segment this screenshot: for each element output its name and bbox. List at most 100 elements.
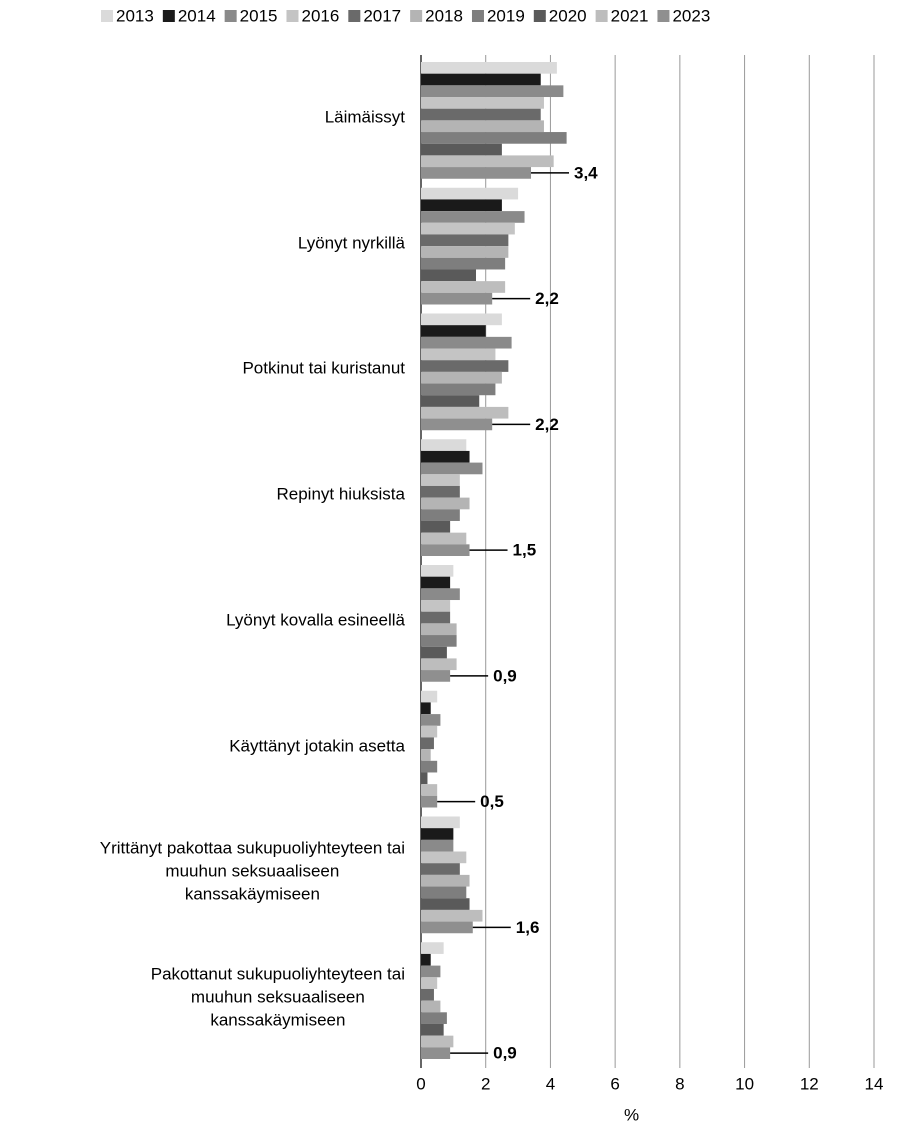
category-label: Läimäissyt: [325, 105, 405, 128]
data-label: 0,9: [493, 666, 517, 685]
category-text: Yrittänyt pakottaa sukupuoliyhteyteen ta…: [99, 838, 405, 904]
bar: [421, 85, 564, 98]
legend-swatch: [595, 10, 608, 22]
bar: [421, 360, 509, 372]
legend-label: 2023: [672, 6, 710, 25]
bar: [421, 795, 438, 808]
bar: [421, 532, 467, 545]
bar: [421, 73, 541, 86]
category-label: Lyönyt kovalla esineellä: [226, 608, 405, 631]
bar: [421, 988, 434, 1001]
bar: [421, 325, 486, 337]
category-label: Lyönyt nyrkillä: [298, 231, 405, 254]
legend-swatch: [101, 10, 113, 22]
legend-swatch: [286, 10, 299, 22]
bar: [421, 714, 441, 726]
bar: [421, 828, 454, 840]
data-label: 0,5: [480, 792, 504, 811]
bar: [421, 623, 457, 636]
x-tick-label: 6: [610, 1074, 619, 1093]
bar: [421, 921, 473, 934]
bar: [421, 167, 532, 179]
bar: [421, 462, 483, 475]
bar: [421, 383, 496, 396]
bar: [421, 1000, 441, 1013]
bar: [421, 749, 431, 761]
category-text: Potkinut tai kuristanut: [242, 358, 405, 378]
x-axis-label: %: [624, 1105, 639, 1124]
bar: [421, 439, 467, 451]
bar: [421, 257, 506, 270]
category-text: Lyönyt kovalla esineellä: [226, 610, 405, 630]
bar: [421, 132, 567, 144]
bar: [421, 690, 438, 703]
legend-label: 2021: [611, 6, 649, 25]
bar: [421, 851, 467, 864]
bar: [421, 281, 506, 293]
bar: [421, 839, 454, 852]
bar: [421, 485, 460, 498]
bar: [421, 816, 460, 829]
bar: [421, 450, 470, 463]
bar: [421, 658, 457, 671]
bar: [421, 371, 502, 384]
bar: [421, 544, 470, 556]
bar: [421, 942, 444, 954]
bar: [421, 1047, 451, 1059]
data-label: 1,5: [513, 541, 537, 560]
bar: [421, 863, 460, 875]
category-text: Käyttänyt jotakin asetta: [229, 736, 405, 756]
legend-swatch: [162, 10, 175, 22]
legend-swatch: [533, 10, 546, 22]
legend-swatch: [224, 10, 237, 22]
bar: [421, 418, 493, 431]
bar: [421, 292, 493, 305]
bar: [421, 611, 451, 624]
bar: [421, 1035, 454, 1048]
bar: [421, 520, 451, 533]
bar: [421, 108, 541, 121]
bar: [421, 155, 554, 168]
legend-label: 2016: [301, 6, 339, 25]
bar: [421, 406, 509, 419]
bar: [421, 509, 460, 521]
bar: [421, 874, 470, 887]
bar: [421, 965, 441, 978]
bar: [421, 588, 460, 601]
bar: [421, 565, 454, 577]
bar: [421, 760, 438, 773]
x-tick-label: 14: [865, 1074, 884, 1093]
bar: [421, 97, 544, 109]
bar: [421, 1012, 447, 1024]
legend-label: 2020: [549, 6, 587, 25]
category-text: Pakottanut sukupuoliyhteyteen tai muuhun…: [150, 964, 405, 1030]
x-tick-label: 12: [800, 1074, 819, 1093]
bar: [421, 977, 438, 989]
bar: [421, 395, 480, 407]
bar: [421, 211, 525, 223]
legend-label: 2014: [178, 6, 216, 25]
bar: [421, 348, 496, 361]
bar: [421, 886, 467, 899]
bar: [421, 222, 515, 235]
bar: [421, 336, 512, 349]
data-label: 2,2: [535, 289, 559, 308]
data-label: 0,9: [493, 1044, 517, 1063]
bar: [421, 898, 470, 910]
bar: [421, 199, 502, 212]
bar: [421, 313, 502, 326]
bar: [421, 1023, 444, 1036]
bar: [421, 953, 431, 966]
category-text: Lyönyt nyrkillä: [297, 233, 405, 253]
bar: [421, 646, 447, 659]
bar: [421, 600, 451, 612]
data-label: 1,6: [516, 918, 540, 937]
category-label: Pakottanut sukupuoliyhteyteen tai muuhun…: [151, 963, 405, 1032]
x-tick-label: 2: [481, 1074, 490, 1093]
bar: [421, 187, 519, 200]
legend-label: 2018: [425, 6, 463, 25]
bar: [421, 737, 434, 750]
category-label: Käyttänyt jotakin asetta: [229, 734, 405, 757]
category-text: Läimäissyt: [324, 107, 405, 127]
